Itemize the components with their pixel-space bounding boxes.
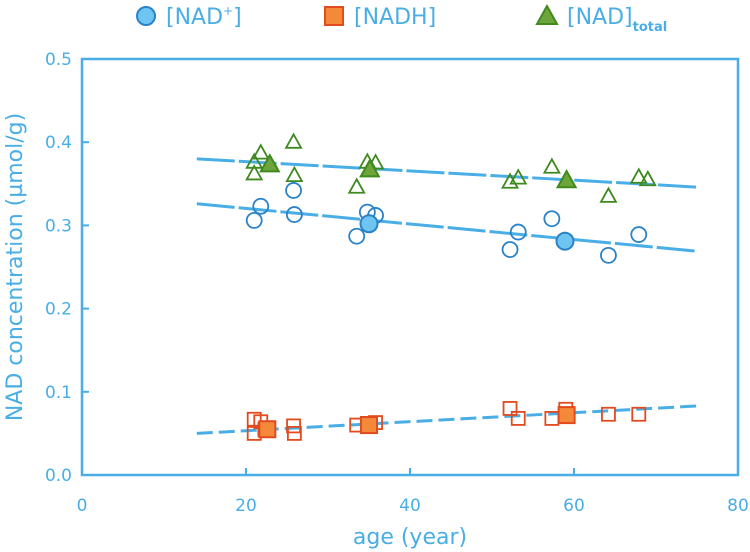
x-tick-label: 0 [77, 496, 88, 516]
data-markers [245, 132, 657, 441]
legend-item-nadh: [NADH] [324, 5, 436, 30]
nad_total-mean-point [259, 153, 281, 173]
nad_total-point [284, 132, 303, 149]
nad_plus-point [245, 212, 263, 229]
y-tick-label: 0.0 [45, 466, 72, 486]
nad_plus-point [630, 226, 648, 243]
nad_plus-mean-point [359, 214, 379, 234]
nad_plus-mean-point [555, 231, 575, 251]
nadh-point [631, 406, 647, 422]
legend-item-nad_total: [NAD]total [535, 3, 667, 35]
y-tick-label: 0.4 [45, 133, 72, 153]
nad_total-mean-point [555, 168, 578, 189]
nad_total-point [629, 167, 648, 184]
legend: [NAD+] [NADH] [NAD]total [136, 3, 667, 35]
legend-label: [NAD+] [166, 4, 242, 30]
legend-marker [535, 3, 559, 25]
x-axis: 0 20 40 60 80 [77, 468, 749, 516]
nad_total-point [599, 186, 618, 203]
plot-frame [80, 57, 740, 477]
nad_plus-trend-line [196, 202, 698, 253]
nad_total-point [245, 164, 264, 181]
legend-marker [324, 6, 344, 26]
trend-lines [196, 157, 698, 435]
y-tick-label: 0.1 [45, 383, 72, 403]
nadh-point [502, 401, 518, 416]
x-tick-label: 80 [727, 496, 749, 516]
nad_plus-point [252, 197, 270, 215]
nad_total-mean-point [359, 158, 381, 178]
nad_total-point [509, 168, 528, 185]
y-tick-label: 0.2 [45, 300, 72, 320]
y-axis-title: NAD concentration (µmol/g) [3, 113, 28, 421]
nad_plus-point [509, 223, 527, 241]
y-tick-label: 0.3 [45, 216, 72, 236]
x-tick-label: 20 [235, 496, 257, 516]
nad_plus-point [501, 241, 519, 258]
legend-label: [NADH] [354, 5, 436, 30]
x-tick-label: 60 [563, 496, 585, 516]
nadh-mean-point [557, 406, 576, 425]
nad_plus-point [543, 210, 561, 228]
nad_plus-series [245, 182, 648, 264]
nad_total-series [245, 132, 657, 203]
nad_plus-point [348, 227, 366, 245]
legend-label: [NAD]total [567, 5, 667, 35]
nad_plus-point [600, 246, 617, 264]
nadh-point [286, 425, 302, 441]
y-axis: 0.0 0.1 0.2 0.3 0.4 0.5 [45, 50, 89, 486]
y-tick-label: 0.5 [45, 50, 72, 70]
nad_total-point [251, 143, 270, 160]
nadh-point [510, 411, 526, 426]
nadh-series [246, 401, 647, 441]
nad_total-point [501, 172, 520, 189]
nad_total-point [542, 157, 561, 174]
nadh-mean-point [258, 420, 277, 439]
nad_plus-point [285, 182, 302, 199]
nadh-trend-line [196, 404, 698, 435]
nadh-point [601, 406, 616, 422]
nad_total-point [347, 177, 366, 194]
nad_total-point [638, 169, 657, 187]
nadh-point [286, 418, 301, 434]
nad_plus-point [285, 206, 303, 223]
x-tick-label: 40 [399, 496, 421, 516]
nadh-mean-point [360, 416, 378, 435]
x-axis-title: age (year) [353, 525, 467, 550]
legend-item-nad_plus: [NAD+] [136, 4, 242, 30]
legend-marker [136, 6, 156, 26]
nad_total-point [285, 165, 304, 183]
